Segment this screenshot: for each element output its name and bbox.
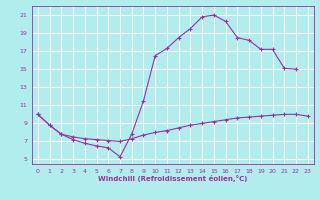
X-axis label: Windchill (Refroidissement éolien,°C): Windchill (Refroidissement éolien,°C): [98, 175, 247, 182]
